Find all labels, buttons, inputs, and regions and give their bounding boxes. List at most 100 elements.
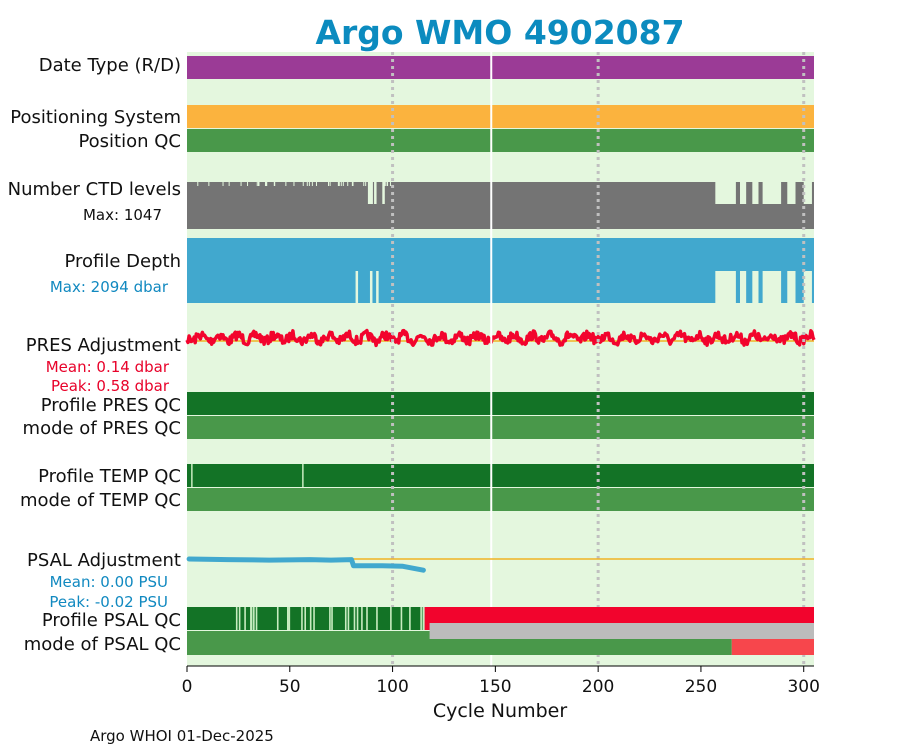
ctd-tick-5 (306, 182, 308, 186)
ctd-tick-21 (363, 182, 365, 186)
ctd-gap-0 (367, 182, 373, 204)
label-profile-psal-qc: Profile PSAL QC (42, 610, 181, 631)
psal-qc-mark-5 (347, 607, 350, 630)
psal-qc-mark-21 (353, 607, 356, 630)
depth-gap-2 (376, 271, 379, 303)
ctd-tick-23 (302, 182, 304, 186)
ctd-low-gap-2 (752, 182, 759, 204)
label-profile-depth: Profile Depth (64, 251, 181, 272)
band-mode-pres-qc (187, 416, 814, 439)
temp-qc-mark-1 (191, 464, 193, 487)
ctd-low-gap-1 (739, 182, 747, 204)
band-mode-temp-qc (187, 488, 814, 511)
note-psal-mean: Mean: 0.00 PSU (50, 573, 168, 591)
psal-qc-mark-15 (361, 607, 363, 630)
ctd-tick-0 (197, 182, 199, 186)
ctd-tick-3 (240, 182, 242, 186)
psal-qc-mark-9 (344, 607, 347, 630)
band-profile-temp-qc (187, 464, 814, 487)
x-tick-label-0: 0 (182, 677, 193, 697)
depth-gap-0 (355, 271, 359, 303)
band-position-qc (187, 129, 814, 152)
ctd-tick-39 (311, 182, 313, 186)
psal-qc-mark-13 (250, 607, 253, 630)
chart-title: Argo WMO 4902087 (315, 13, 684, 52)
ctd-tick-18 (337, 182, 339, 186)
ctd-tick-4 (347, 182, 349, 186)
psal-qc-mark-2 (301, 607, 303, 630)
psal-qc-mark-19 (309, 607, 312, 630)
psal-qc-mark-0 (235, 607, 238, 630)
band-profile-depth (187, 238, 814, 303)
x-tick-label-50: 50 (279, 677, 301, 697)
label-pres-adjustment: PRES Adjustment (26, 335, 181, 356)
depth-low-gap-1 (739, 271, 747, 303)
ctd-tick-22 (222, 182, 224, 186)
ctd-tick-7 (351, 182, 353, 186)
ctd-tick-32 (369, 182, 371, 186)
psal-qc-mark-22 (238, 607, 241, 630)
psal-qc-mark-16 (304, 607, 307, 630)
psal-qc-mark-14 (288, 607, 291, 630)
depth-low-gap-2 (752, 271, 759, 303)
x-tick-label-100: 100 (376, 677, 408, 697)
label-ctd-levels: Number CTD levels (8, 179, 181, 200)
label-position-qc: Position QC (78, 131, 181, 152)
x-axis-label: Cycle Number (433, 700, 567, 722)
ctd-tick-9 (308, 182, 310, 186)
label-psal-adjustment: PSAL Adjustment (27, 550, 181, 571)
label-positioning: Positioning System (10, 107, 181, 128)
psal-qc-mark-1 (276, 607, 279, 630)
ctd-tick-19 (293, 182, 295, 186)
note-ctd-max: Max: 1047 (83, 206, 162, 224)
psal-qc-mark-26 (286, 607, 289, 630)
ctd-tick-12 (365, 182, 367, 186)
psal-qc-mark-29 (244, 607, 246, 630)
plot-background (187, 52, 814, 666)
psal-qc-mark-23 (253, 607, 255, 630)
psal-qc-mark-10 (366, 607, 368, 630)
psal-adjustment-line (186, 556, 426, 573)
ctd-tick-31 (266, 182, 268, 186)
psal-qc-mark-4 (356, 607, 359, 630)
band-mode-psal-qc-red (731, 639, 814, 655)
label-date-type: Date Type (R/D) (39, 55, 181, 76)
ctd-low-gap-3 (762, 182, 782, 204)
ctd-tick-2 (256, 182, 258, 186)
ctd-tick-34 (228, 182, 230, 186)
psal-qc-mark-17 (313, 607, 315, 630)
psal-qc-mark-24 (255, 607, 258, 630)
ctd-tick-15 (342, 182, 344, 186)
band-profile-pres-qc (187, 392, 814, 415)
x-axis-ticks: 0 50 100 150 200 250 300 (182, 666, 820, 697)
band-ctd-levels (187, 182, 814, 229)
depth-low-gap-5 (803, 271, 812, 303)
depth-gap-1 (369, 271, 373, 303)
psal-qc-mark-28 (329, 607, 331, 630)
x-tick-label-250: 250 (685, 677, 717, 697)
pres-adjustment-line (185, 328, 816, 348)
psal-qc-mark-20 (331, 607, 333, 630)
ctd-tick-35 (258, 182, 260, 186)
ctd-tick-25 (338, 182, 340, 186)
ctd-low-gap-0 (715, 182, 736, 204)
ctd-gap-1 (374, 182, 377, 204)
label-profile-temp-qc: Profile TEMP QC (38, 466, 181, 487)
ctd-tick-36 (285, 182, 287, 186)
psal-qc-mark-25 (390, 607, 392, 630)
ctd-tick-29 (384, 182, 386, 186)
note-psal-peak: Peak: -0.02 PSU (49, 593, 168, 611)
ctd-tick-24 (387, 182, 389, 186)
ctd-tick-26 (329, 182, 331, 186)
footer-credit: Argo WHOI 01-Dec-2025 (90, 727, 274, 745)
psal-qc-mark-7 (409, 607, 411, 630)
ctd-tick-30 (273, 182, 275, 186)
depth-low-gap-4 (787, 271, 796, 303)
note-pres-mean: Mean: 0.14 dbar (46, 358, 170, 376)
label-mode-psal-qc: mode of PSAL QC (24, 634, 181, 655)
ctd-tick-17 (208, 182, 210, 186)
ctd-gap-2 (382, 182, 385, 204)
ctd-tick-6 (264, 182, 266, 186)
depth-low-gap-3 (762, 271, 782, 303)
x-tick-label-300: 300 (787, 677, 819, 697)
